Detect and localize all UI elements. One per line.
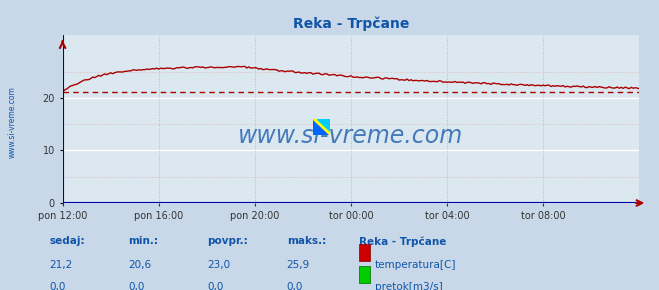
Polygon shape xyxy=(313,119,330,135)
Polygon shape xyxy=(313,119,330,135)
Text: temperatura[C]: temperatura[C] xyxy=(375,260,457,269)
Text: www.si-vreme.com: www.si-vreme.com xyxy=(8,86,17,158)
Text: 20,6: 20,6 xyxy=(129,260,152,269)
Text: 0,0: 0,0 xyxy=(287,282,303,290)
Text: sedaj:: sedaj: xyxy=(49,236,85,246)
Polygon shape xyxy=(317,119,330,131)
Text: www.si-vreme.com: www.si-vreme.com xyxy=(239,124,463,148)
Text: 0,0: 0,0 xyxy=(129,282,145,290)
Text: maks.:: maks.: xyxy=(287,236,326,246)
Text: 0,0: 0,0 xyxy=(208,282,224,290)
Title: Reka - Trpčane: Reka - Trpčane xyxy=(293,16,409,31)
Text: 23,0: 23,0 xyxy=(208,260,231,269)
Text: 21,2: 21,2 xyxy=(49,260,72,269)
Text: Reka - Trpčane: Reka - Trpčane xyxy=(359,236,447,247)
Text: pretok[m3/s]: pretok[m3/s] xyxy=(375,282,443,290)
Text: min.:: min.: xyxy=(129,236,159,246)
Text: povpr.:: povpr.: xyxy=(208,236,248,246)
Text: 0,0: 0,0 xyxy=(49,282,66,290)
Text: 25,9: 25,9 xyxy=(287,260,310,269)
